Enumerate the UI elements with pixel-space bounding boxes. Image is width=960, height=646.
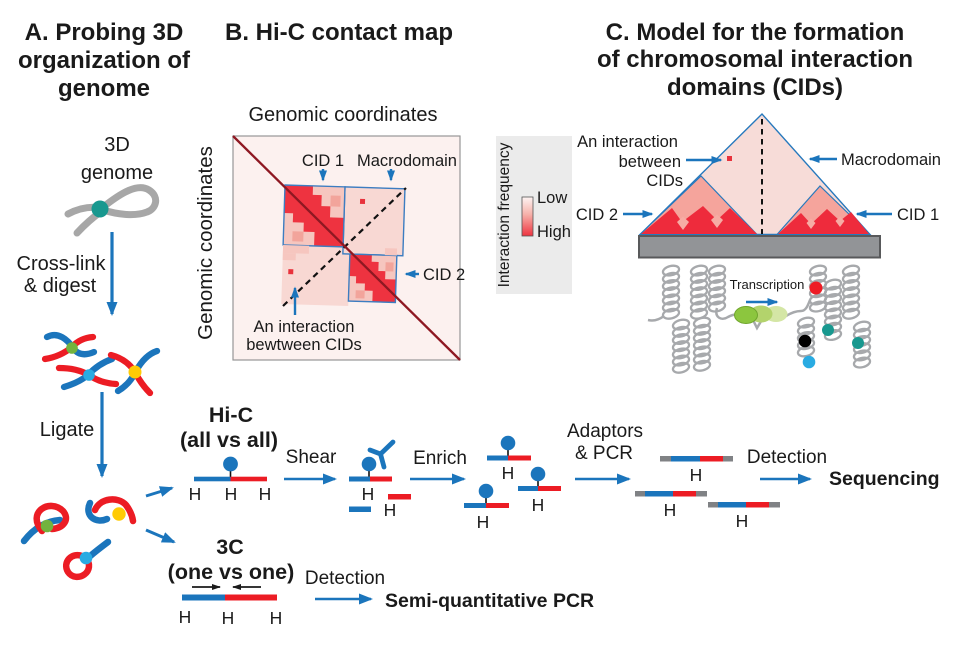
- svg-text:Detection: Detection: [747, 447, 827, 468]
- svg-text:Genomic coordinates: Genomic coordinates: [249, 104, 438, 126]
- svg-text:H: H: [222, 608, 235, 628]
- svg-text:H: H: [736, 511, 749, 531]
- svg-text:H: H: [532, 495, 545, 515]
- svg-text:H: H: [362, 484, 375, 504]
- svg-text:H: H: [502, 463, 515, 483]
- svg-text:domains (CIDs): domains (CIDs): [667, 74, 843, 101]
- svg-text:Sequencing: Sequencing: [829, 468, 940, 490]
- svg-text:& PCR: & PCR: [575, 443, 633, 464]
- svg-text:3C: 3C: [216, 535, 243, 559]
- svg-text:Detection: Detection: [305, 568, 385, 589]
- svg-text:H: H: [384, 500, 397, 520]
- svg-text:genome: genome: [81, 162, 153, 184]
- svg-text:Transcription: Transcription: [730, 277, 805, 292]
- svg-text:of chromosomal interaction: of chromosomal interaction: [597, 46, 913, 73]
- svg-text:between: between: [619, 153, 681, 171]
- svg-text:CID 2: CID 2: [576, 206, 618, 224]
- svg-text:H: H: [690, 465, 703, 485]
- svg-text:Shear: Shear: [286, 447, 337, 468]
- svg-text:genome: genome: [58, 75, 150, 102]
- svg-text:H: H: [270, 608, 283, 628]
- svg-text:bewtween CIDs: bewtween CIDs: [246, 336, 362, 354]
- svg-text:Hi-C: Hi-C: [209, 403, 253, 427]
- svg-text:H: H: [179, 607, 192, 627]
- svg-text:An interaction: An interaction: [254, 318, 355, 336]
- svg-text:CID 1: CID 1: [302, 152, 344, 170]
- svg-text:Macrodomain: Macrodomain: [357, 152, 457, 170]
- svg-text:H: H: [189, 484, 202, 504]
- svg-text:Macrodomain: Macrodomain: [841, 151, 941, 169]
- svg-text:Enrich: Enrich: [413, 448, 467, 469]
- svg-text:CIDs: CIDs: [646, 172, 683, 190]
- svg-text:CID 1: CID 1: [897, 206, 939, 224]
- svg-text:(one vs one): (one vs one): [168, 560, 295, 584]
- svg-text:H: H: [664, 500, 677, 520]
- svg-text:A. Probing 3D: A. Probing 3D: [25, 19, 184, 46]
- svg-text:Low: Low: [537, 189, 567, 207]
- svg-text:3D: 3D: [104, 134, 130, 156]
- svg-text:Cross-link: Cross-link: [17, 253, 107, 275]
- svg-text:An interaction: An interaction: [577, 133, 678, 151]
- svg-text:Adaptors: Adaptors: [567, 421, 643, 442]
- svg-text:CID 2: CID 2: [423, 266, 465, 284]
- svg-text:(all vs all): (all vs all): [180, 428, 278, 452]
- svg-text:organization of: organization of: [18, 47, 191, 74]
- svg-text:B. Hi-C contact map: B. Hi-C contact map: [225, 19, 453, 46]
- svg-text:Genomic coordinates: Genomic coordinates: [194, 146, 217, 340]
- svg-text:H: H: [225, 484, 238, 504]
- svg-text:High: High: [537, 223, 571, 241]
- svg-text:Ligate: Ligate: [40, 419, 95, 441]
- svg-text:C. Model for the formation: C. Model for the formation: [606, 19, 905, 46]
- svg-text:Interaction frequency: Interaction frequency: [496, 142, 513, 287]
- svg-text:H: H: [477, 512, 490, 532]
- svg-text:H: H: [259, 484, 272, 504]
- svg-text:& digest: & digest: [24, 275, 97, 297]
- svg-text:Semi-quantitative PCR: Semi-quantitative PCR: [385, 590, 594, 612]
